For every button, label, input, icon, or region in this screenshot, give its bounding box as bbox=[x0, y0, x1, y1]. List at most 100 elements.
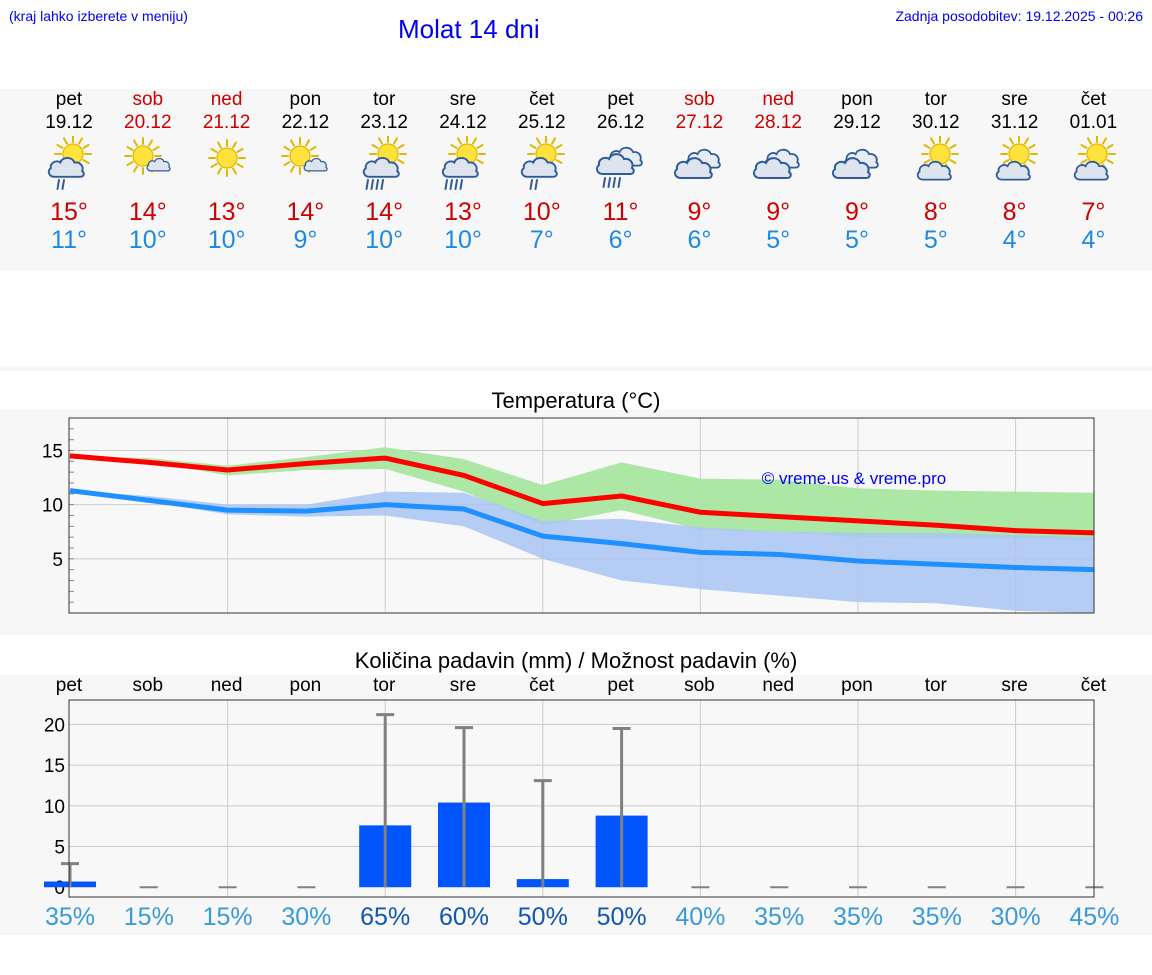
precip-day-label: pon bbox=[289, 675, 322, 696]
precip-probability: 30% bbox=[281, 903, 332, 931]
day-name: pet bbox=[607, 89, 634, 110]
precip-day-label: čet bbox=[1080, 675, 1107, 696]
precip-probability: 40% bbox=[675, 903, 726, 931]
precip-probability: 15% bbox=[202, 903, 253, 931]
precip-probability: 35% bbox=[911, 903, 962, 931]
day-date: 19.12 bbox=[45, 112, 93, 133]
day-date: 20.12 bbox=[124, 112, 172, 133]
sun-small-cloud-icon bbox=[123, 137, 171, 175]
day-max-temp: 13° bbox=[444, 198, 482, 226]
precip-day-label: tor bbox=[924, 675, 947, 696]
sun-cloud-rain-icon bbox=[47, 136, 92, 190]
precip-probability: 30% bbox=[990, 903, 1041, 931]
day-date: 31.12 bbox=[990, 112, 1039, 133]
sun-cloud-heavy-rain-icon bbox=[363, 136, 408, 190]
day-min-temp: 9° bbox=[293, 226, 318, 254]
cloudy-icon bbox=[753, 148, 800, 179]
day-date: 27.12 bbox=[675, 112, 724, 133]
day-max-temp: 14° bbox=[128, 198, 167, 226]
day-name: pet bbox=[55, 89, 83, 110]
day-max-temp: 8° bbox=[923, 198, 948, 226]
last-update: Zadnja posodobitev: 19.12.2025 - 00:26 bbox=[895, 8, 1143, 24]
day-max-temp: 9° bbox=[766, 198, 791, 226]
sun-cloud-heavy-rain-icon bbox=[441, 136, 486, 190]
precip-day-label: sob bbox=[132, 675, 164, 696]
day-max-temp: 14° bbox=[286, 198, 325, 226]
precip-day-label: ned bbox=[210, 675, 243, 696]
day-min-temp: 10° bbox=[365, 226, 404, 254]
temperature-chart: 15 10 5 © vreme.us & vreme.pro bbox=[42, 417, 1095, 614]
day-name: sob bbox=[684, 89, 715, 110]
forecast-band bbox=[0, 89, 1152, 270]
temperature-chart-title: Temperatura (°C) bbox=[491, 388, 661, 413]
y-tick-label: 0 bbox=[54, 878, 65, 899]
day-name: tor bbox=[924, 89, 947, 110]
day-max-temp: 7° bbox=[1081, 198, 1106, 226]
precip-probability: 50% bbox=[596, 903, 647, 931]
y-tick-label: 10 bbox=[44, 797, 65, 818]
day-max-temp: 15° bbox=[50, 198, 88, 226]
precip-day-label: sre bbox=[449, 675, 477, 696]
precip-probability: 35% bbox=[44, 903, 96, 931]
precip-day-label: sob bbox=[684, 675, 715, 696]
day-max-temp: 13° bbox=[207, 198, 246, 226]
precip-day-label: tor bbox=[373, 675, 396, 696]
sun-small-cloud-icon bbox=[281, 137, 329, 175]
y-tick-label: 5 bbox=[54, 838, 65, 859]
max-temp-range-band bbox=[70, 447, 1095, 541]
day-min-temp: 4° bbox=[1081, 226, 1106, 254]
precip-probability: 35% bbox=[832, 903, 884, 931]
day-min-temp: 5° bbox=[923, 226, 948, 254]
precip-probability: 65% bbox=[360, 903, 411, 931]
day-min-temp: 4° bbox=[1002, 226, 1027, 254]
day-min-temp: 10° bbox=[207, 226, 246, 254]
precip-probability: 45% bbox=[1069, 903, 1120, 931]
watermark: © vreme.us & vreme.pro bbox=[762, 469, 946, 488]
precip-probability: 15% bbox=[123, 903, 174, 931]
day-name: čet bbox=[1080, 89, 1107, 110]
day-max-temp: 11° bbox=[602, 198, 639, 226]
day-date: 30.12 bbox=[912, 112, 960, 133]
precip-chart-title: Količina padavin (mm) / Možnost padavin … bbox=[354, 648, 798, 673]
day-name: čet bbox=[529, 89, 555, 110]
y-tick-label: 5 bbox=[52, 550, 63, 571]
cloudy-icon bbox=[674, 148, 722, 179]
max-temp-line bbox=[69, 453, 1095, 536]
cloudy-icon bbox=[831, 148, 879, 179]
y-tick-label: 20 bbox=[44, 715, 65, 736]
day-date: 25.12 bbox=[518, 112, 566, 133]
plot-area bbox=[69, 700, 1094, 897]
min-temp-range-band bbox=[70, 490, 1095, 613]
y-tick-label: 15 bbox=[44, 756, 65, 777]
sun-cloud-icon bbox=[1074, 136, 1117, 181]
plot-border bbox=[68, 699, 1095, 898]
day-min-temp: 10° bbox=[444, 226, 482, 254]
day-date: 22.12 bbox=[281, 112, 330, 133]
day-min-temp: 7° bbox=[529, 226, 554, 254]
plot-border bbox=[68, 417, 1095, 614]
cloud-heavy-rain-icon bbox=[595, 146, 643, 188]
day-name: tor bbox=[373, 89, 396, 110]
precip-day-label: pet bbox=[55, 675, 83, 696]
day-name: sre bbox=[1001, 89, 1028, 110]
day-name: ned bbox=[210, 89, 243, 110]
day-max-temp: 9° bbox=[845, 198, 869, 226]
precip-probability: 35% bbox=[754, 903, 805, 931]
separator-band bbox=[0, 366, 1152, 371]
precip-day-label: pet bbox=[607, 675, 634, 696]
day-max-temp: 10° bbox=[522, 198, 561, 226]
menu-hint[interactable]: (kraj lahko izberete v meniju) bbox=[9, 8, 188, 24]
sun-icon bbox=[207, 139, 246, 177]
day-max-temp: 9° bbox=[687, 198, 712, 226]
precip-probability: 50% bbox=[517, 903, 568, 931]
day-min-temp: 5° bbox=[766, 226, 791, 254]
day-date: 29.12 bbox=[833, 112, 881, 133]
day-date: 01.01 bbox=[1069, 112, 1118, 133]
day-date: 28.12 bbox=[754, 112, 802, 133]
day-date: 21.12 bbox=[202, 112, 251, 133]
day-name: ned bbox=[762, 89, 795, 110]
precip-day-label: sre bbox=[1001, 675, 1028, 696]
y-tick-label: 15 bbox=[42, 442, 63, 463]
day-name: sob bbox=[132, 89, 164, 110]
precip-probability: 60% bbox=[438, 903, 490, 931]
